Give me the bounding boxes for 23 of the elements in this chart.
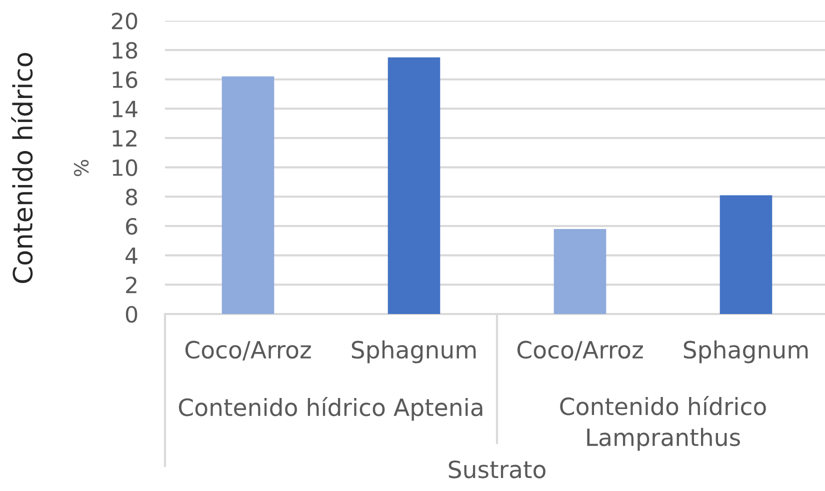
y-tick-label: 12 [112,130,136,146]
y-tick-label: 20 [112,12,138,30]
text: Contenido hídrico Lampranthus [560,396,766,451]
bar [222,76,274,314]
x-axis-title: Sustrato [448,460,546,478]
y-tick-label: 8 [126,188,138,206]
x-tick-label: Sphagnum [684,340,808,364]
y-tick-label: 14 [112,100,138,118]
y-tick-label: 4 [126,248,138,264]
x-tick-label: Coco/Arroz [185,340,311,361]
text: Contenido hídrico % [11,53,89,283]
bar [388,57,440,314]
x-tick-label: Sphagnum [352,340,476,364]
y-tick-label: 2 [126,276,136,294]
y-tick-label: 16 [112,71,138,88]
y-tick-label: 18 [112,42,138,59]
bar [554,228,606,314]
y-tick-label: 6 [126,218,138,235]
bar [720,195,772,314]
y-tick-label: 10 [112,159,138,176]
y-tick-label: 0 [126,306,138,323]
x-tick-label: Coco/Arroz [517,340,643,361]
text: Contenido hídrico Aptenia [178,397,482,421]
